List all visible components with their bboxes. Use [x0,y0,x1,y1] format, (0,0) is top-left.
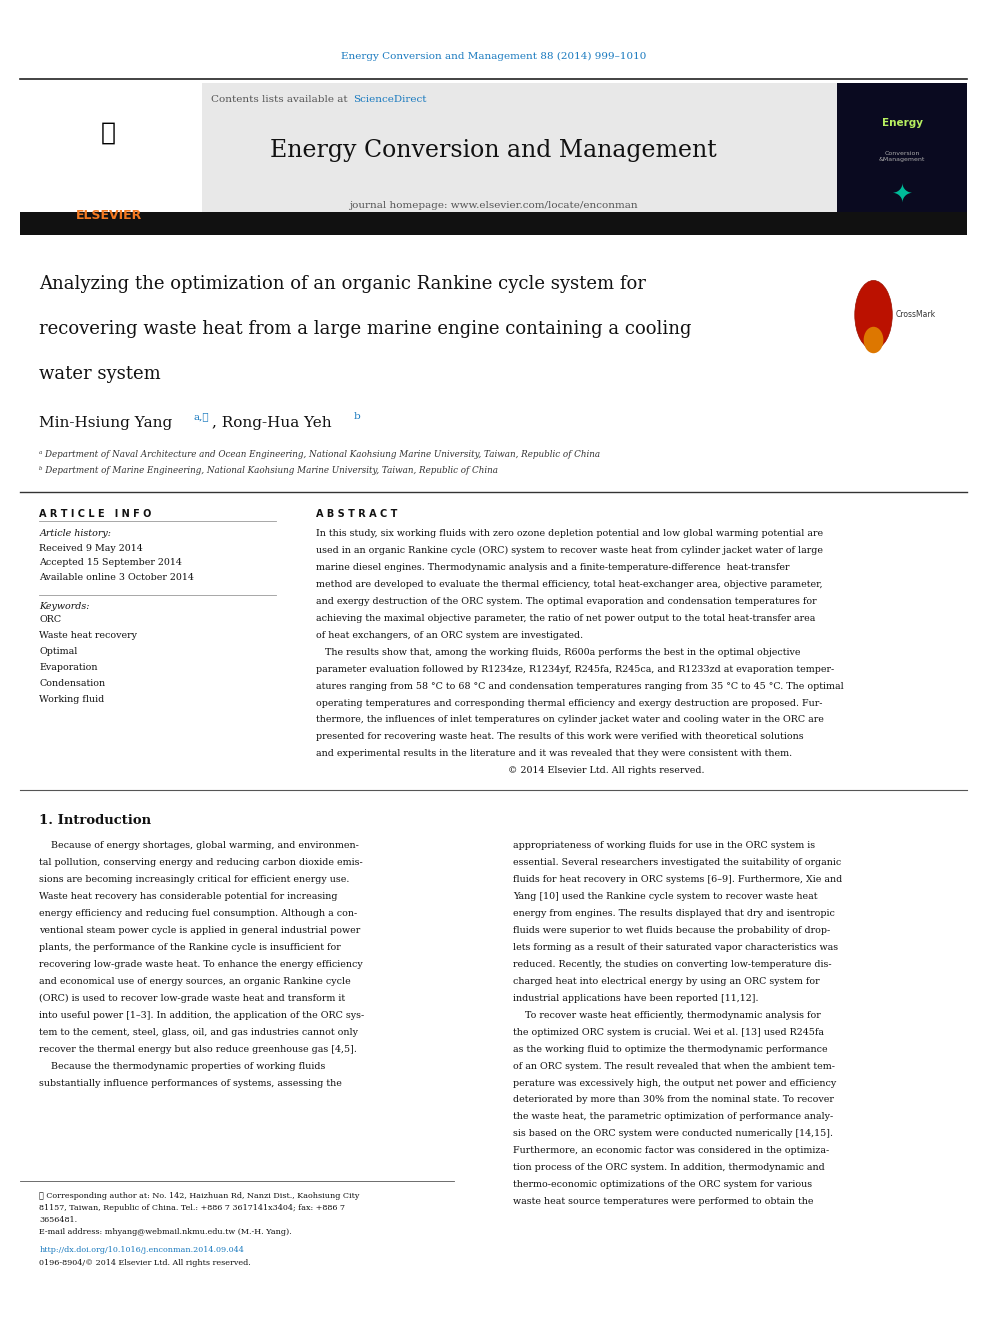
Text: perature was excessively high, the output net power and efficiency: perature was excessively high, the outpu… [513,1078,836,1088]
Ellipse shape [855,280,892,349]
Text: plants, the performance of the Rankine cycle is insufficient for: plants, the performance of the Rankine c… [40,943,341,953]
Text: tal pollution, conserving energy and reducing carbon dioxide emis-: tal pollution, conserving energy and red… [40,859,363,868]
Text: essential. Several researchers investigated the suitability of organic: essential. Several researchers investiga… [513,859,841,868]
Text: thermo-economic optimizations of the ORC system for various: thermo-economic optimizations of the ORC… [513,1180,812,1189]
Text: sis based on the ORC system were conducted numerically [14,15].: sis based on the ORC system were conduct… [513,1130,833,1138]
Text: energy efficiency and reducing fuel consumption. Although a con-: energy efficiency and reducing fuel cons… [40,909,358,918]
Bar [20,83,967,229]
Text: used in an organic Rankine cycle (ORC) system to recover waste heat from cylinde: used in an organic Rankine cycle (ORC) s… [315,546,822,556]
Bar [20,212,967,235]
Text: Optimal: Optimal [40,647,77,656]
Text: Because the thermodynamic properties of working fluids: Because the thermodynamic properties of … [40,1061,325,1070]
Text: as the working fluid to optimize the thermodynamic performance: as the working fluid to optimize the the… [513,1045,828,1053]
Text: charged heat into electrical energy by using an ORC system for: charged heat into electrical energy by u… [513,976,819,986]
Text: 0196-8904/© 2014 Elsevier Ltd. All rights reserved.: 0196-8904/© 2014 Elsevier Ltd. All right… [40,1259,251,1267]
Text: the optimized ORC system is crucial. Wei et al. [13] used R245fa: the optimized ORC system is crucial. Wei… [513,1028,824,1037]
Text: ELSEVIER: ELSEVIER [75,209,142,222]
Text: E-mail address: mhyang@webmail.nkmu.edu.tw (M.-H. Yang).: E-mail address: mhyang@webmail.nkmu.edu.… [40,1228,293,1236]
Text: sions are becoming increasingly critical for efficient energy use.: sions are becoming increasingly critical… [40,876,350,884]
Bar [837,83,967,229]
Text: achieving the maximal objective parameter, the ratio of net power output to the : achieving the maximal objective paramete… [315,614,815,623]
Text: ᵇ Department of Marine Engineering, National Kaohsiung Marine University, Taiwan: ᵇ Department of Marine Engineering, Nati… [40,466,499,475]
Text: Keywords:: Keywords: [40,602,90,611]
Text: recover the thermal energy but also reduce greenhouse gas [4,5].: recover the thermal energy but also redu… [40,1045,357,1053]
Text: 81157, Taiwan, Republic of China. Tel.: +886 7 3617141x3404; fax: +886 7: 81157, Taiwan, Republic of China. Tel.: … [40,1204,345,1212]
Ellipse shape [864,327,884,353]
Text: In this study, six working fluids with zero ozone depletion potential and low gl: In this study, six working fluids with z… [315,529,823,538]
Text: Evaporation: Evaporation [40,663,98,672]
Text: 🌲: 🌲 [101,120,116,144]
Text: ✦: ✦ [892,184,913,208]
Text: lets forming as a result of their saturated vapor characteristics was: lets forming as a result of their satura… [513,943,838,953]
Text: Condensation: Condensation [40,679,105,688]
Text: energy from engines. The results displayed that dry and isentropic: energy from engines. The results display… [513,909,835,918]
Text: ventional steam power cycle is applied in general industrial power: ventional steam power cycle is applied i… [40,926,361,935]
Text: parameter evaluation followed by R1234ze, R1234yf, R245fa, R245ca, and R1233zd a: parameter evaluation followed by R1234ze… [315,664,834,673]
Text: Accepted 15 September 2014: Accepted 15 September 2014 [40,558,183,568]
Text: Contents lists available at: Contents lists available at [210,95,350,103]
Text: atures ranging from 58 °C to 68 °C and condensation temperatures ranging from 35: atures ranging from 58 °C to 68 °C and c… [315,681,843,691]
Text: recovering low-grade waste heat. To enhance the energy efficiency: recovering low-grade waste heat. To enha… [40,960,363,968]
Text: Because of energy shortages, global warming, and environmen-: Because of energy shortages, global warm… [40,841,359,851]
Text: journal homepage: www.elsevier.com/locate/enconman: journal homepage: www.elsevier.com/locat… [349,201,638,209]
Text: ORC: ORC [40,615,62,624]
Text: ScienceDirect: ScienceDirect [353,95,427,103]
Text: Conversion
&Management: Conversion &Management [879,151,926,161]
Text: method are developed to evaluate the thermal efficiency, total heat-exchanger ar: method are developed to evaluate the the… [315,579,822,589]
Text: and economical use of energy sources, an organic Rankine cycle: and economical use of energy sources, an… [40,976,351,986]
Text: recovering waste heat from a large marine engine containing a cooling: recovering waste heat from a large marin… [40,320,692,339]
Text: (ORC) is used to recover low-grade waste heat and transform it: (ORC) is used to recover low-grade waste… [40,994,345,1003]
Text: ⋆ Corresponding author at: No. 142, Haizhuan Rd, Nanzi Dist., Kaohsiung City: ⋆ Corresponding author at: No. 142, Haiz… [40,1192,360,1200]
Text: Min-Hsiung Yang: Min-Hsiung Yang [40,417,173,430]
Text: Energy: Energy [882,118,923,128]
Text: Waste heat recovery has considerable potential for increasing: Waste heat recovery has considerable pot… [40,892,338,901]
Text: Working fluid: Working fluid [40,695,105,704]
Text: tion process of the ORC system. In addition, thermodynamic and: tion process of the ORC system. In addit… [513,1163,825,1172]
Text: waste heat source temperatures were performed to obtain the: waste heat source temperatures were perf… [513,1197,813,1207]
Text: thermore, the influences of inlet temperatures on cylinder jacket water and cool: thermore, the influences of inlet temper… [315,716,823,725]
Text: fluids for heat recovery in ORC systems [6–9]. Furthermore, Xie and: fluids for heat recovery in ORC systems … [513,876,842,884]
Text: tem to the cement, steel, glass, oil, and gas industries cannot only: tem to the cement, steel, glass, oil, an… [40,1028,358,1037]
Text: marine diesel engines. Thermodynamic analysis and a finite-temperature-differenc: marine diesel engines. Thermodynamic ana… [315,564,790,572]
Text: Energy Conversion and Management 88 (2014) 999–1010: Energy Conversion and Management 88 (201… [341,53,646,61]
Text: , Rong-Hua Yeh: , Rong-Hua Yeh [212,417,332,430]
Text: The results show that, among the working fluids, R600a performs the best in the : The results show that, among the working… [315,648,801,656]
Text: CrossMark: CrossMark [895,311,935,319]
Text: To recover waste heat efficiently, thermodynamic analysis for: To recover waste heat efficiently, therm… [513,1011,821,1020]
Text: into useful power [1–3]. In addition, the application of the ORC sys-: into useful power [1–3]. In addition, th… [40,1011,365,1020]
Text: Received 9 May 2014: Received 9 May 2014 [40,544,143,553]
Text: and experimental results in the literature and it was revealed that they were co: and experimental results in the literatu… [315,749,792,758]
Bar [20,83,202,229]
Text: water system: water system [40,365,162,384]
Text: http://dx.doi.org/10.1016/j.enconman.2014.09.044: http://dx.doi.org/10.1016/j.enconman.201… [40,1246,244,1254]
Text: of heat exchangers, of an ORC system are investigated.: of heat exchangers, of an ORC system are… [315,631,583,640]
Text: industrial applications have been reported [11,12].: industrial applications have been report… [513,994,759,1003]
Text: operating temperatures and corresponding thermal efficiency and exergy destructi: operating temperatures and corresponding… [315,699,822,708]
Text: Analyzing the optimization of an organic Rankine cycle system for: Analyzing the optimization of an organic… [40,275,647,294]
Text: and exergy destruction of the ORC system. The optimal evaporation and condensati: and exergy destruction of the ORC system… [315,597,816,606]
Text: Yang [10] used the Rankine cycle system to recover waste heat: Yang [10] used the Rankine cycle system … [513,892,817,901]
Text: Article history:: Article history: [40,529,111,538]
Text: A R T I C L E   I N F O: A R T I C L E I N F O [40,509,152,520]
Text: ᵃ Department of Naval Architecture and Ocean Engineering, National Kaohsiung Mar: ᵃ Department of Naval Architecture and O… [40,450,600,459]
Text: the waste heat, the parametric optimization of performance analy-: the waste heat, the parametric optimizat… [513,1113,833,1122]
Text: a,⋆: a,⋆ [193,413,209,421]
Text: of an ORC system. The result revealed that when the ambient tem-: of an ORC system. The result revealed th… [513,1061,835,1070]
Text: deteriorated by more than 30% from the nominal state. To recover: deteriorated by more than 30% from the n… [513,1095,834,1105]
Text: reduced. Recently, the studies on converting low-temperature dis-: reduced. Recently, the studies on conver… [513,960,832,968]
Text: b: b [353,413,360,421]
Text: Waste heat recovery: Waste heat recovery [40,631,138,640]
Text: 3656481.: 3656481. [40,1216,77,1224]
Text: 1. Introduction: 1. Introduction [40,814,152,827]
Text: appropriateness of working fluids for use in the ORC system is: appropriateness of working fluids for us… [513,841,815,851]
Text: substantially influence performances of systems, assessing the: substantially influence performances of … [40,1078,342,1088]
Text: Energy Conversion and Management: Energy Conversion and Management [270,139,717,163]
Text: fluids were superior to wet fluids because the probability of drop-: fluids were superior to wet fluids becau… [513,926,830,935]
Text: © 2014 Elsevier Ltd. All rights reserved.: © 2014 Elsevier Ltd. All rights reserved… [315,766,704,775]
Text: Available online 3 October 2014: Available online 3 October 2014 [40,573,194,582]
Text: presented for recovering waste heat. The results of this work were verified with: presented for recovering waste heat. The… [315,733,804,741]
Text: A B S T R A C T: A B S T R A C T [315,509,397,520]
Text: Furthermore, an economic factor was considered in the optimiza-: Furthermore, an economic factor was cons… [513,1146,829,1155]
